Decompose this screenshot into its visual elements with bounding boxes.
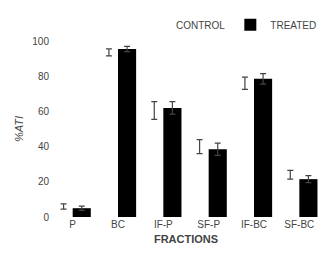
svg-text:CONTROL: CONTROL (176, 20, 225, 31)
svg-text:SF-BC: SF-BC (284, 219, 314, 230)
svg-text:40: 40 (38, 141, 50, 152)
svg-text:60: 60 (38, 106, 50, 117)
svg-text:0: 0 (43, 212, 49, 223)
svg-text:80: 80 (38, 71, 50, 82)
svg-text:%ATI: %ATI (13, 116, 25, 142)
svg-text:P: P (69, 219, 76, 230)
svg-text:IF-P: IF-P (154, 219, 173, 230)
svg-text:100: 100 (32, 36, 49, 47)
svg-text:BC: BC (111, 219, 125, 230)
svg-text:20: 20 (38, 176, 50, 187)
svg-text:IF-BC: IF-BC (241, 219, 267, 230)
svg-text:TREATED: TREATED (270, 20, 316, 31)
svg-text:SF-P: SF-P (197, 219, 220, 230)
svg-text:FRACTIONS: FRACTIONS (154, 233, 218, 245)
